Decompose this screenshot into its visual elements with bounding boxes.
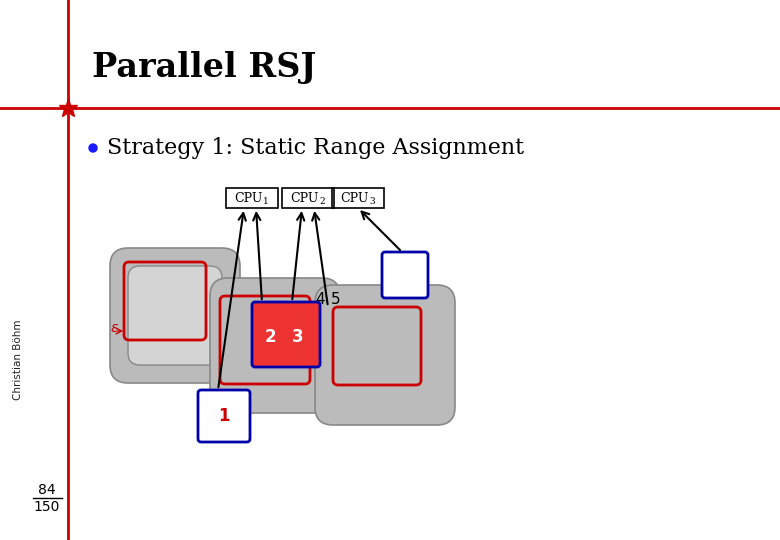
Text: Parallel RSJ: Parallel RSJ	[92, 51, 316, 84]
Text: 2: 2	[264, 328, 276, 346]
Bar	[226, 188, 278, 208]
Text: CPU: CPU	[234, 192, 262, 206]
FancyBboxPatch shape	[210, 278, 340, 413]
Text: 1: 1	[263, 198, 269, 206]
FancyBboxPatch shape	[315, 285, 455, 425]
Bar	[282, 188, 334, 208]
Text: 4: 4	[315, 292, 324, 307]
Text: CPU: CPU	[340, 192, 368, 206]
FancyBboxPatch shape	[198, 390, 250, 442]
Text: Christian Böhm: Christian Böhm	[13, 320, 23, 400]
Text: 3: 3	[369, 198, 375, 206]
Text: CPU: CPU	[290, 192, 318, 206]
Text: 84: 84	[38, 483, 56, 497]
Text: Strategy 1: Static Range Assignment: Strategy 1: Static Range Assignment	[107, 137, 524, 159]
Text: 150: 150	[34, 500, 60, 514]
Text: 2: 2	[319, 198, 324, 206]
Text: 3: 3	[292, 328, 304, 346]
Text: 5: 5	[332, 292, 341, 307]
FancyBboxPatch shape	[128, 266, 222, 365]
Circle shape	[89, 144, 97, 152]
Bar	[332, 188, 384, 208]
Text: 1: 1	[218, 407, 230, 425]
FancyBboxPatch shape	[110, 248, 240, 383]
Text: ε: ε	[110, 321, 118, 335]
FancyBboxPatch shape	[252, 302, 320, 367]
FancyBboxPatch shape	[382, 252, 428, 298]
